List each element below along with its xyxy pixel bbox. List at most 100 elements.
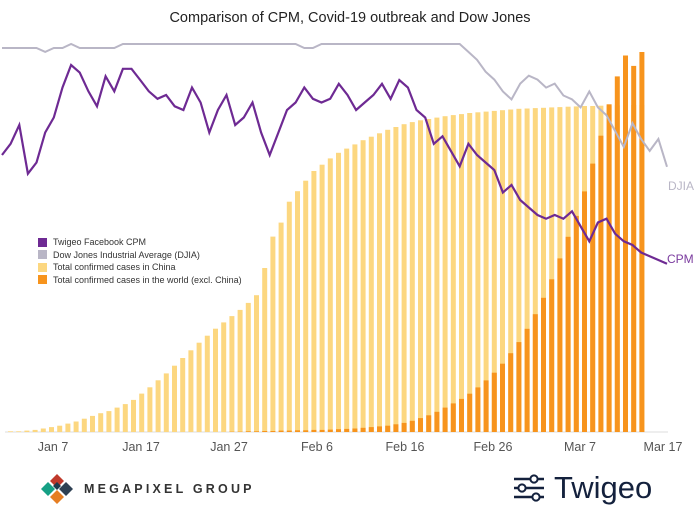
world-cases-bars xyxy=(229,52,645,433)
world-cases-bar xyxy=(565,236,571,432)
world-cases-bar xyxy=(549,279,555,432)
world-cases-bar xyxy=(516,342,522,432)
world-cases-bar xyxy=(352,428,358,432)
china-cases-bar xyxy=(327,158,333,432)
china-cases-bar xyxy=(32,429,38,432)
twigeo-logo: Twigeo xyxy=(512,470,652,506)
legend-item-cpm: Twigeo Facebook CPM xyxy=(38,236,242,249)
world-cases-bar xyxy=(409,420,415,432)
china-cases-bar xyxy=(24,430,30,432)
china-cases-bar xyxy=(319,164,325,432)
world-cases-bar xyxy=(319,429,325,432)
megapixel-logo: MEGAPIXEL GROUP xyxy=(38,474,255,504)
x-tick-label: Feb 26 xyxy=(473,440,513,454)
china-cases-bar xyxy=(385,129,391,433)
china-cases-bar xyxy=(262,268,268,432)
x-tick-label: Jan 17 xyxy=(122,440,160,454)
world-cases-bar xyxy=(278,430,284,432)
twigeo-slider-icon xyxy=(514,474,544,502)
cpm-line xyxy=(1,63,668,265)
world-cases-bar xyxy=(532,314,538,432)
twigeo-wordmark: Twigeo xyxy=(554,470,653,505)
world-cases-bar xyxy=(344,428,350,432)
china-cases-bar xyxy=(73,421,79,432)
world-cases-bar xyxy=(327,429,333,432)
world-cases-bar xyxy=(573,215,579,432)
legend: Twigeo Facebook CPM Dow Jones Industrial… xyxy=(38,236,242,286)
world-cases-bar xyxy=(368,427,374,432)
djia-line xyxy=(2,42,668,168)
china-cases-bar xyxy=(467,113,473,432)
world-cases-bar xyxy=(500,363,505,432)
china-cases-bar xyxy=(139,393,145,432)
china-cases-bar xyxy=(524,108,530,432)
world-cases-bar xyxy=(582,191,587,432)
china-cases-bar xyxy=(442,116,448,432)
x-tick-label: Jan 27 xyxy=(210,440,248,454)
world-cases-bar xyxy=(508,353,514,432)
china-cases-bar xyxy=(40,428,46,432)
x-tick-label: Feb 16 xyxy=(385,440,425,454)
world-cases-bar xyxy=(254,431,259,432)
china-cases-bar xyxy=(8,431,13,432)
china-cases-bar xyxy=(196,342,202,432)
world-cases-bar xyxy=(303,430,309,432)
china-cases-bar xyxy=(336,152,341,433)
china-cases-bar xyxy=(81,418,87,432)
x-tick-label: Feb 6 xyxy=(301,440,333,454)
china-cases-bar xyxy=(213,328,218,432)
world-cases-bar xyxy=(639,52,645,432)
world-cases-bar xyxy=(483,380,489,432)
china-cases-bar xyxy=(368,136,374,432)
china-cases-bar xyxy=(188,350,194,432)
legend-label-djia: Dow Jones Industrial Average (DJIA) xyxy=(53,249,200,260)
world-cases-bar xyxy=(606,104,612,433)
china-cases-bar xyxy=(180,358,186,432)
legend-label-china: Total confirmed cases in China xyxy=(53,262,176,273)
china-cases-bar xyxy=(426,119,432,432)
china-cases-bar xyxy=(229,316,235,432)
china-cases-bar xyxy=(377,133,382,433)
china-cases-bar xyxy=(49,427,54,432)
legend-item-world: Total confirmed cases in the world (excl… xyxy=(38,274,242,287)
world-cases-bar xyxy=(377,426,382,432)
china-cases-bar xyxy=(98,413,104,432)
legend-label-cpm: Twigeo Facebook CPM xyxy=(53,237,147,248)
china-cases-bar xyxy=(352,144,358,432)
china-cases-bar xyxy=(516,108,522,433)
world-cases-bar xyxy=(623,55,628,432)
china-cases-bar xyxy=(500,110,505,432)
china-cases-bar xyxy=(475,112,481,433)
china-cases-bar xyxy=(57,425,63,432)
world-cases-bar xyxy=(401,422,407,432)
china-cases-bar xyxy=(122,404,128,432)
world-cases-bar xyxy=(360,427,366,432)
world-cases-bar xyxy=(245,431,251,432)
world-cases-bar xyxy=(393,424,399,432)
china-cases-bar xyxy=(131,399,136,432)
world-cases-bar xyxy=(426,415,432,432)
china-cases-bar xyxy=(549,107,555,433)
world-cases-bar xyxy=(286,430,292,432)
china-cases-bar xyxy=(90,415,95,432)
china-cases-bar xyxy=(360,140,366,432)
world-cases-bar xyxy=(491,372,497,432)
world-cases-bar xyxy=(442,407,448,432)
china-cases-bar xyxy=(303,180,309,432)
china-cases-bar xyxy=(541,107,546,433)
china-cases-bar xyxy=(163,373,169,432)
china-cases-bar xyxy=(221,322,227,432)
legend-swatch-world xyxy=(38,275,47,285)
china-cases-bar xyxy=(491,110,497,433)
world-cases-bar xyxy=(450,403,456,432)
x-tick-label: Mar 17 xyxy=(643,440,683,454)
x-tick-label: Jan 7 xyxy=(37,440,69,454)
china-cases-bar xyxy=(483,111,489,432)
world-cases-bar xyxy=(459,398,464,432)
china-cases-bar xyxy=(65,423,71,432)
world-cases-bar xyxy=(475,387,481,432)
djia-end-label: DJIA xyxy=(668,179,695,193)
china-cases-bar xyxy=(106,411,112,432)
china-cases-bar xyxy=(278,222,284,432)
x-tick-label: Mar 7 xyxy=(564,440,596,454)
